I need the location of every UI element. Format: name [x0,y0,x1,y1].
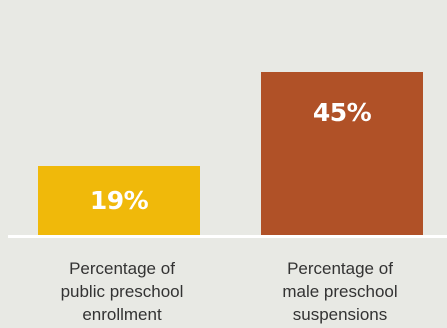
category-label-line: male preschool [282,282,398,301]
baseline [8,235,447,238]
bar-2: 45% [261,72,423,235]
category-label-line: enrollment [82,305,162,324]
bar-value-label: 45% [312,98,372,127]
category-label-line: suspensions [292,305,388,324]
bar-value-label: 19% [89,186,149,216]
category-label-line: Percentage of [287,259,393,278]
category-label-line: Percentage of [69,259,175,278]
category-label: Percentage of public preschool enrollment [37,257,207,326]
bar-1: 19% [38,166,200,235]
category-label-line: public preschool [60,282,184,301]
category-label: Percentage of male preschool suspensions [255,257,425,326]
